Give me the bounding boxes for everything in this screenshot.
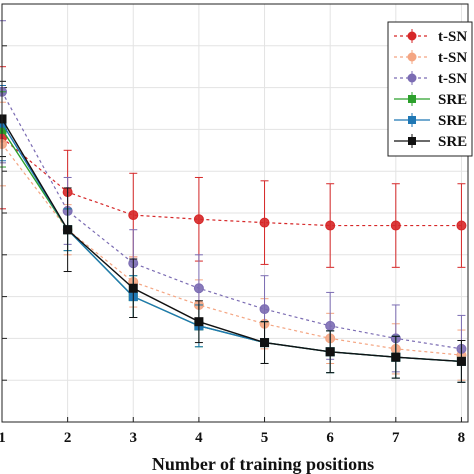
- x-tick-label: 5: [261, 430, 269, 446]
- x-axis-title: Number of training positions: [152, 454, 374, 474]
- data-point: [325, 220, 336, 231]
- legend-label: t-SN: [438, 71, 467, 87]
- series-group: [0, 20, 467, 383]
- data-point: [0, 114, 7, 124]
- data-point: [63, 225, 73, 235]
- data-point: [325, 320, 336, 331]
- legend-entry: SRE: [394, 92, 467, 108]
- legend-entry: t-SN: [394, 29, 467, 45]
- legend-label: SRE: [438, 113, 467, 129]
- x-tick-label: 6: [326, 430, 334, 446]
- legend-entry: t-SN: [394, 50, 467, 66]
- x-tick-label: 2: [64, 430, 72, 446]
- data-point: [193, 283, 204, 294]
- data-point: [456, 220, 467, 231]
- data-point: [260, 338, 270, 348]
- data-point: [456, 356, 466, 366]
- legend-marker: [408, 116, 416, 124]
- legend-marker: [408, 137, 416, 145]
- data-point: [128, 210, 139, 221]
- data-point: [259, 217, 270, 228]
- series-line: [1, 118, 462, 363]
- legend-label: SRE: [438, 134, 467, 150]
- data-point: [128, 283, 138, 293]
- x-tick-label: 1: [0, 430, 6, 446]
- data-point: [259, 304, 270, 315]
- legend-label: t-SN: [438, 50, 467, 66]
- legend-marker: [407, 73, 417, 83]
- data-point: [0, 139, 7, 150]
- series-line: [1, 143, 462, 356]
- data-point: [194, 317, 204, 327]
- plot-frame: [1, 3, 469, 423]
- data-point: [193, 214, 204, 225]
- x-tick-label: 7: [392, 430, 400, 446]
- x-tick-label: 8: [458, 430, 466, 446]
- legend-label: t-SN: [438, 29, 467, 45]
- legend-marker: [407, 31, 417, 41]
- legend-label: SRE: [438, 92, 467, 108]
- legend-entry: SRE: [394, 134, 467, 150]
- legend-entry: SRE: [394, 113, 467, 129]
- series-6: [0, 80, 466, 383]
- data-point: [390, 220, 401, 231]
- data-point: [325, 347, 335, 357]
- data-point: [391, 352, 401, 362]
- x-tick-labels: 1 2 3 4 5 6 7 8: [0, 430, 465, 446]
- series-line: [1, 91, 462, 350]
- series-line: [1, 137, 462, 227]
- x-tick-label: 3: [130, 430, 138, 446]
- legend-marker: [407, 52, 417, 62]
- legend-box: [387, 21, 473, 157]
- x-tick-label: 4: [195, 430, 203, 446]
- legend: t-SN t-SN t-SN SRE SRE SRE: [387, 21, 473, 157]
- legend-entry: t-SN: [394, 71, 467, 87]
- legend-marker: [408, 95, 416, 103]
